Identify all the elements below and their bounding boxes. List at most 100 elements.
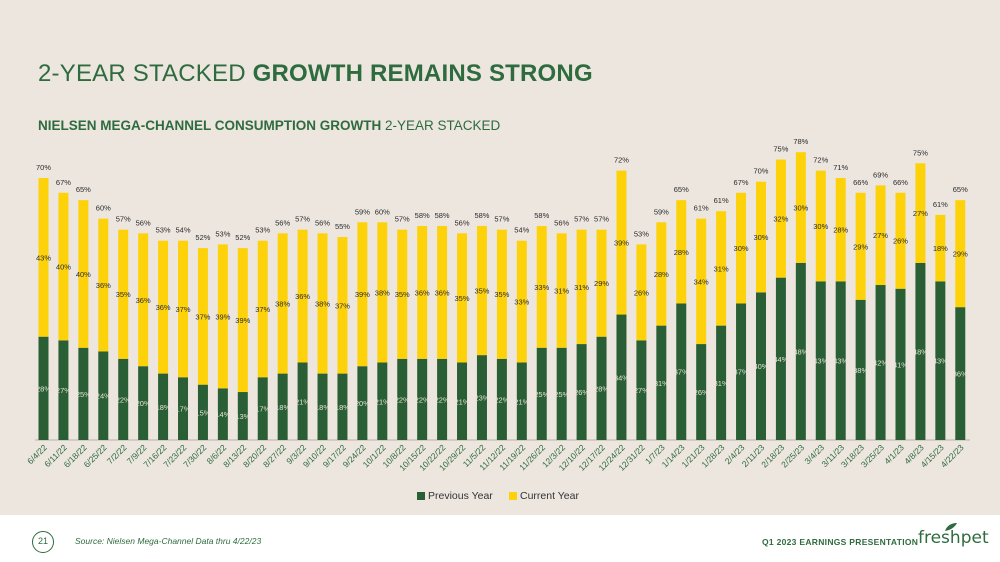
label-total: 75% <box>773 145 788 154</box>
label-previous-year: 22% <box>116 395 131 404</box>
bar-previous-year <box>636 340 647 440</box>
label-current-year: 29% <box>953 250 968 259</box>
label-current-year: 35% <box>494 290 509 299</box>
label-previous-year: 44% <box>773 355 788 364</box>
label-previous-year: 17% <box>176 405 191 414</box>
label-previous-year: 26% <box>694 388 709 397</box>
label-previous-year: 18% <box>275 403 290 412</box>
label-total: 55% <box>335 222 350 231</box>
label-current-year: 28% <box>654 270 669 279</box>
x-tick-label: 4/22/23 <box>939 442 966 469</box>
slide-title: 2-YEAR STACKED GROWTH REMAINS STRONG <box>38 60 593 88</box>
label-current-year: 43% <box>36 253 51 262</box>
label-previous-year: 14% <box>215 410 230 419</box>
label-current-year: 35% <box>474 287 489 296</box>
bar-previous-year <box>795 262 806 440</box>
label-current-year: 30% <box>753 233 768 242</box>
subtitle-bold: NIELSEN MEGA-CHANNEL CONSUMPTION GROWTH <box>38 118 382 133</box>
legend-label-current-year: Current Year <box>520 490 579 502</box>
label-previous-year: 25% <box>554 390 569 399</box>
label-current-year: 36% <box>136 296 151 305</box>
bar-current-year <box>835 178 846 282</box>
label-current-year: 37% <box>255 305 270 314</box>
label-total: 61% <box>933 200 948 209</box>
label-current-year: 30% <box>813 222 828 231</box>
title-bold: GROWTH REMAINS STRONG <box>252 60 593 87</box>
label-current-year: 38% <box>375 288 390 297</box>
label-previous-year: 31% <box>654 379 669 388</box>
bar-current-year <box>257 240 268 378</box>
label-current-year: 33% <box>514 298 529 307</box>
bar-previous-year <box>357 366 368 440</box>
bar-previous-year <box>915 262 926 440</box>
label-current-year: 29% <box>853 242 868 251</box>
bar-current-year <box>915 163 926 263</box>
label-current-year: 38% <box>315 299 330 308</box>
label-total: 54% <box>176 226 191 235</box>
label-current-year: 35% <box>395 290 410 299</box>
label-total: 56% <box>554 218 569 227</box>
label-current-year: 39% <box>614 239 629 248</box>
label-previous-year: 37% <box>674 368 689 377</box>
x-tick-label: 7/2/22 <box>105 442 129 466</box>
label-total: 61% <box>714 196 729 205</box>
legend-swatch-current-year <box>509 492 517 500</box>
label-total: 75% <box>913 148 928 157</box>
label-previous-year: 26% <box>574 388 589 397</box>
label-current-year: 39% <box>355 290 370 299</box>
label-previous-year: 48% <box>793 347 808 356</box>
bar-previous-year <box>656 325 667 440</box>
bar-current-year <box>178 240 189 378</box>
bar-previous-year <box>397 358 408 440</box>
label-total: 65% <box>674 185 689 194</box>
label-previous-year: 28% <box>594 384 609 393</box>
label-current-year: 30% <box>734 244 749 253</box>
label-previous-year: 28% <box>36 384 51 393</box>
bar-previous-year <box>197 384 208 440</box>
bar-previous-year <box>676 303 687 440</box>
label-current-year: 40% <box>76 270 91 279</box>
bar-previous-year <box>78 347 89 440</box>
label-total: 58% <box>534 211 549 220</box>
x-tick-label: 8/27/22 <box>261 442 288 469</box>
bar-current-year <box>277 233 288 374</box>
bar-current-year <box>58 192 69 341</box>
label-total: 56% <box>275 218 290 227</box>
bar-previous-year <box>317 373 328 440</box>
label-previous-year: 20% <box>355 399 370 408</box>
bar-previous-year <box>118 358 129 440</box>
x-tick-label: 1/28/23 <box>699 442 726 469</box>
bar-previous-year <box>895 288 906 440</box>
label-total: 57% <box>594 215 609 224</box>
label-previous-year: 43% <box>933 357 948 366</box>
bar-current-year <box>457 233 468 363</box>
bar-current-year <box>516 240 527 363</box>
title-light: 2-YEAR STACKED <box>38 60 246 87</box>
bar-previous-year <box>716 325 727 440</box>
bar-current-year <box>875 185 886 286</box>
label-previous-year: 34% <box>614 373 629 382</box>
bar-current-year <box>596 229 607 337</box>
label-current-year: 27% <box>913 209 928 218</box>
label-current-year: 26% <box>893 237 908 246</box>
label-current-year: 39% <box>235 316 250 325</box>
bar-previous-year <box>855 299 866 440</box>
label-previous-year: 22% <box>435 395 450 404</box>
bar-current-year <box>815 170 826 282</box>
label-current-year: 40% <box>56 263 71 272</box>
label-current-year: 31% <box>574 283 589 292</box>
label-previous-year: 25% <box>534 390 549 399</box>
label-total: 72% <box>614 156 629 165</box>
label-previous-year: 21% <box>455 397 470 406</box>
label-total: 57% <box>295 215 310 224</box>
bar-previous-year <box>775 277 786 440</box>
label-current-year: 32% <box>773 215 788 224</box>
label-total: 65% <box>76 185 91 194</box>
bar-previous-year <box>377 362 388 440</box>
label-total: 52% <box>195 233 210 242</box>
label-total: 56% <box>455 218 470 227</box>
label-total: 67% <box>56 178 71 187</box>
label-total: 69% <box>873 170 888 179</box>
bar-previous-year <box>138 366 149 440</box>
label-previous-year: 13% <box>235 412 250 421</box>
